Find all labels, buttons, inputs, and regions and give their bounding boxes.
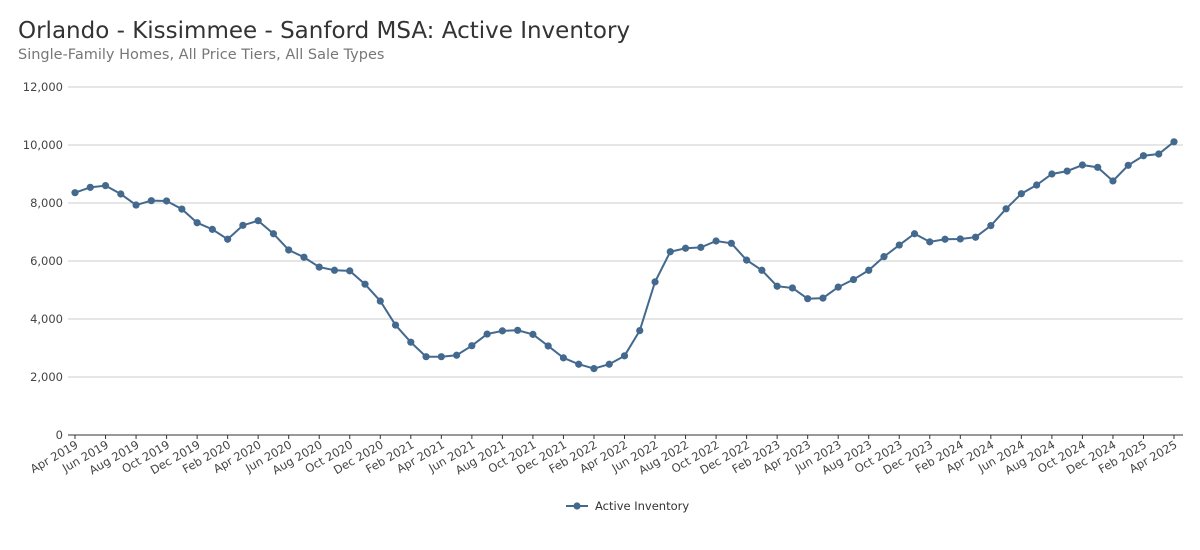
data-point [285, 246, 293, 254]
data-point [300, 253, 308, 261]
data-point [987, 222, 995, 230]
data-point [697, 243, 705, 251]
data-point [346, 267, 354, 275]
data-point [407, 338, 415, 346]
data-point [575, 360, 583, 368]
data-point [971, 233, 980, 241]
data-point [437, 353, 445, 361]
data-point [788, 284, 797, 292]
chart-subtitle: Single-Family Homes, All Price Tiers, Al… [18, 47, 385, 63]
data-point [956, 235, 964, 243]
data-point [391, 321, 400, 329]
y-tick-label: 12,000 [23, 80, 63, 94]
data-point [666, 248, 674, 256]
data-point [193, 219, 201, 227]
y-tick-label: 8,000 [30, 196, 63, 210]
data-point [101, 182, 110, 190]
data-point [544, 342, 552, 350]
data-point [636, 327, 644, 335]
data-point [330, 266, 339, 274]
data-point [162, 197, 171, 205]
data-point [514, 326, 522, 334]
data-point [880, 253, 888, 261]
data-point [1155, 150, 1163, 158]
data-point [1033, 181, 1041, 189]
data-point [849, 275, 858, 284]
data-point [1170, 138, 1178, 146]
data-point [1139, 152, 1148, 160]
data-point [1124, 161, 1132, 169]
data-point [1094, 163, 1102, 171]
data-point [1017, 190, 1025, 198]
data-point [910, 230, 919, 238]
data-point [926, 238, 934, 246]
data-point [590, 364, 598, 373]
y-tick-label: 6,000 [30, 254, 63, 268]
data-point [941, 235, 949, 243]
data-point [361, 280, 369, 288]
data-point [834, 283, 842, 291]
data-point [773, 282, 781, 290]
data-point [1063, 167, 1071, 175]
data-point [208, 225, 216, 233]
data-point [239, 221, 247, 229]
legend-marker [573, 502, 581, 510]
data-point [620, 352, 629, 360]
y-tick-label: 2,000 [30, 370, 63, 384]
data-point [315, 263, 323, 271]
chart-title: Orlando - Kissimmee - Sanford MSA: Activ… [18, 18, 631, 44]
data-point [895, 241, 903, 249]
data-point [117, 190, 125, 198]
y-tick-label: 0 [56, 428, 63, 442]
data-point [483, 330, 491, 338]
data-point [529, 330, 537, 338]
data-point [712, 237, 720, 245]
data-point [758, 266, 766, 274]
data-point [269, 230, 278, 238]
data-point [178, 205, 186, 213]
data-point [804, 295, 812, 303]
data-point [422, 353, 430, 361]
legend-label: Active Inventory [595, 499, 689, 513]
data-point [132, 201, 140, 209]
data-point [86, 183, 94, 191]
data-point [498, 327, 506, 335]
data-point [376, 297, 384, 305]
data-point [559, 354, 568, 362]
data-point [1002, 205, 1010, 213]
data-point [1048, 170, 1056, 178]
y-tick-label: 4,000 [30, 312, 63, 326]
data-point [605, 360, 613, 368]
data-point [681, 244, 690, 252]
data-point [1109, 177, 1117, 185]
data-point [819, 294, 827, 302]
data-point [71, 189, 79, 197]
data-point [1078, 161, 1087, 169]
series-line [74, 141, 1175, 370]
data-point [254, 217, 262, 225]
data-point [452, 351, 461, 359]
data-point [468, 342, 476, 350]
data-point [865, 266, 873, 274]
y-tick-label: 10,000 [23, 138, 63, 152]
data-point [743, 256, 751, 264]
data-point [727, 239, 735, 247]
data-point [224, 235, 232, 243]
data-point [147, 197, 155, 205]
data-point [651, 278, 659, 286]
